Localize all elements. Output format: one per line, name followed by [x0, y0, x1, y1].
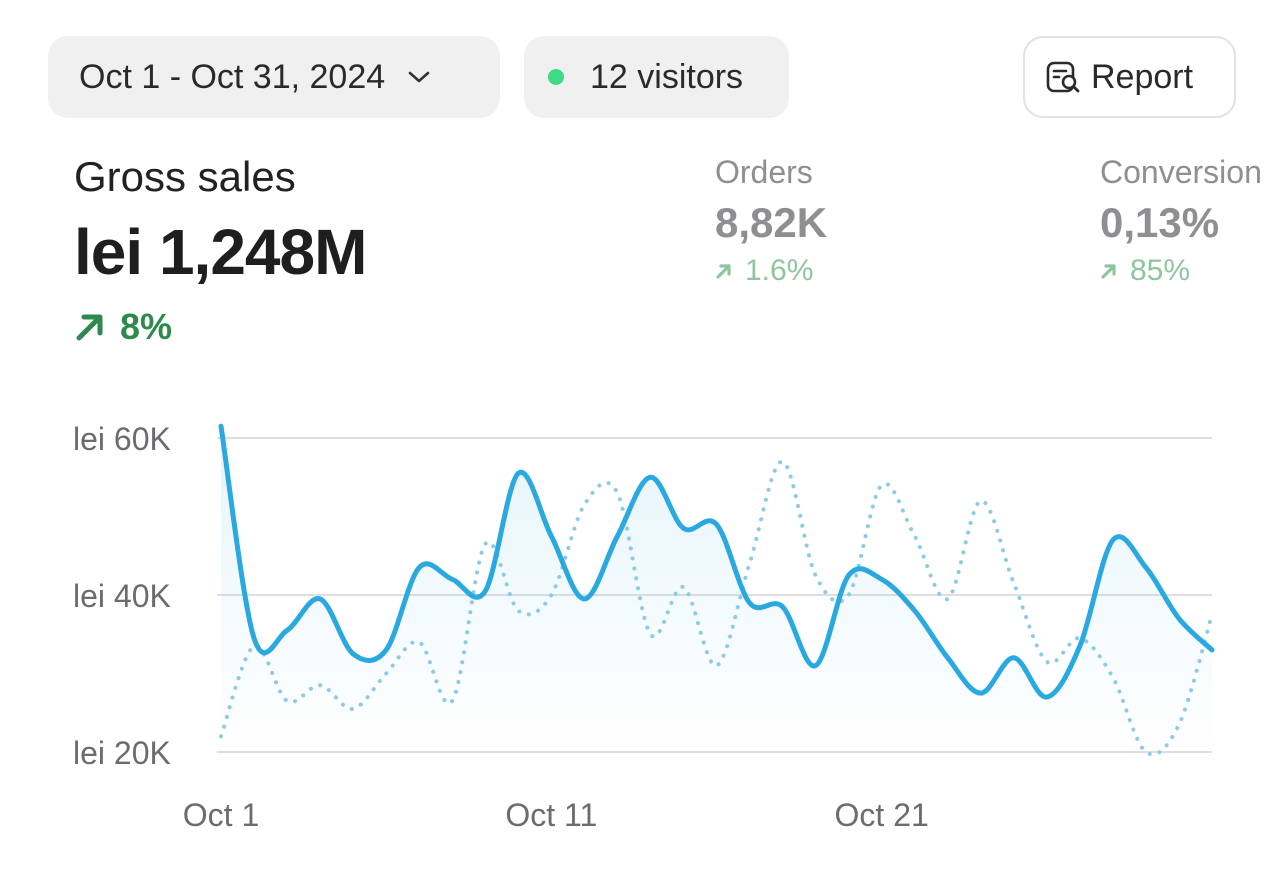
data-point-current [744, 597, 756, 609]
gross-sales-value: lei 1,248M [74, 216, 367, 288]
data-point-comparison [1107, 671, 1119, 683]
data-point-current [810, 660, 822, 672]
data-point-comparison [347, 703, 359, 715]
data-point-current [876, 573, 888, 585]
data-point-comparison [248, 640, 260, 652]
data-point-comparison [744, 558, 756, 570]
orders-delta: 1.6% [715, 254, 827, 288]
data-point-current [578, 593, 590, 605]
data-point-comparison [479, 538, 491, 550]
y-tick-label: lei 40K [73, 578, 171, 614]
data-point-comparison [413, 636, 425, 648]
data-point-current [1140, 562, 1152, 574]
data-point-comparison [611, 487, 623, 499]
data-point-comparison [677, 581, 689, 593]
orders-value: 8,82K [715, 199, 828, 246]
orders-delta-value: 1.6% [745, 254, 814, 287]
data-point-current [512, 467, 524, 479]
report-label: Report [1091, 57, 1194, 96]
data-point-comparison [446, 695, 458, 707]
data-point-comparison [777, 456, 789, 468]
y-tick-label: lei 20K [73, 735, 171, 771]
chevron-down-icon [407, 69, 431, 85]
data-point-comparison [942, 593, 954, 605]
data-point-current [446, 573, 458, 585]
date-range-label: Oct 1 - Oct 31, 2024 [79, 57, 386, 96]
data-point-comparison [1140, 746, 1152, 758]
data-point-current [611, 530, 623, 542]
live-status-dot [548, 69, 564, 85]
data-point-comparison [380, 668, 392, 680]
data-point-current [975, 687, 987, 699]
data-point-current [314, 593, 326, 605]
orders-metric[interactable]: Orders 8,82K 1.6% [715, 156, 827, 288]
data-point-current [711, 518, 723, 530]
data-point-current [843, 569, 855, 581]
data-point-comparison [578, 499, 590, 511]
gross-sales-delta-value: 8% [120, 306, 173, 347]
data-point-current [215, 420, 227, 432]
data-point-current [677, 522, 689, 534]
report-button[interactable]: Report [1023, 36, 1236, 118]
conversion-delta-value: 85% [1130, 254, 1191, 287]
data-point-comparison [545, 589, 557, 601]
gross-sales-metric[interactable]: Gross sales lei 1,248M 8% [74, 153, 367, 348]
data-point-comparison [975, 495, 987, 507]
conversion-value: 0,13% [1100, 199, 1220, 246]
data-point-comparison [843, 589, 855, 601]
data-point-comparison [281, 695, 293, 707]
data-point-comparison [1173, 719, 1185, 731]
sales-chart[interactable]: lei 20K lei 40K lei 60K Oct 1 Oct 11 Oct 21 [0, 400, 1284, 874]
conversion-metric[interactable]: Conversion 0,13% 85% [1100, 156, 1262, 288]
data-point-comparison [810, 569, 822, 581]
x-tick-label: Oct 11 [505, 797, 597, 833]
conversion-label: Conversion [1100, 154, 1262, 190]
arrow-up-right-icon [1101, 264, 1116, 279]
data-point-comparison [1041, 656, 1053, 668]
data-point-current [281, 624, 293, 636]
data-point-current [1173, 613, 1185, 625]
orders-label: Orders [715, 154, 813, 190]
live-visitors-badge[interactable]: 12 visitors [524, 36, 789, 118]
data-point-current [942, 652, 954, 664]
series-area [221, 426, 1212, 752]
date-range-picker[interactable]: Oct 1 - Oct 31, 2024 [48, 36, 500, 118]
data-point-comparison [1074, 632, 1086, 644]
data-point-current [1206, 644, 1218, 656]
data-point-current [1008, 652, 1020, 664]
visitors-count: 12 visitors [590, 57, 744, 96]
gross-sales-delta: 8% [74, 306, 366, 348]
data-point-comparison [909, 530, 921, 542]
data-point-comparison [314, 679, 326, 691]
arrow-up-right-icon [716, 264, 731, 279]
data-point-current [1041, 691, 1053, 703]
report-search-icon [1045, 59, 1081, 95]
data-point-comparison [1206, 609, 1218, 621]
gross-sales-label: Gross sales [74, 153, 296, 200]
data-point-comparison [711, 660, 723, 672]
data-point-current [545, 530, 557, 542]
x-tick-label: Oct 21 [835, 797, 929, 833]
data-point-current [644, 471, 656, 483]
series-line-current [218, 423, 1215, 700]
data-point-comparison [644, 628, 656, 640]
data-point-current [1107, 534, 1119, 546]
data-point-comparison [876, 479, 888, 491]
y-tick-label: lei 60K [73, 421, 171, 457]
data-point-current [380, 644, 392, 656]
data-point-current [777, 601, 789, 613]
data-point-current [347, 648, 359, 660]
sales-line-chart[interactable]: lei 20K lei 40K lei 60K Oct 1 Oct 11 Oct 21 [0, 400, 1284, 874]
data-point-current [909, 605, 921, 617]
data-point-comparison [512, 605, 524, 617]
data-point-current [413, 562, 425, 574]
conversion-delta: 85% [1100, 254, 1262, 288]
arrow-up-right-icon [76, 314, 103, 341]
data-point-current [479, 585, 491, 597]
data-point-comparison [1008, 577, 1020, 589]
data-point-comparison [215, 730, 227, 742]
x-tick-label: Oct 1 [183, 797, 259, 833]
